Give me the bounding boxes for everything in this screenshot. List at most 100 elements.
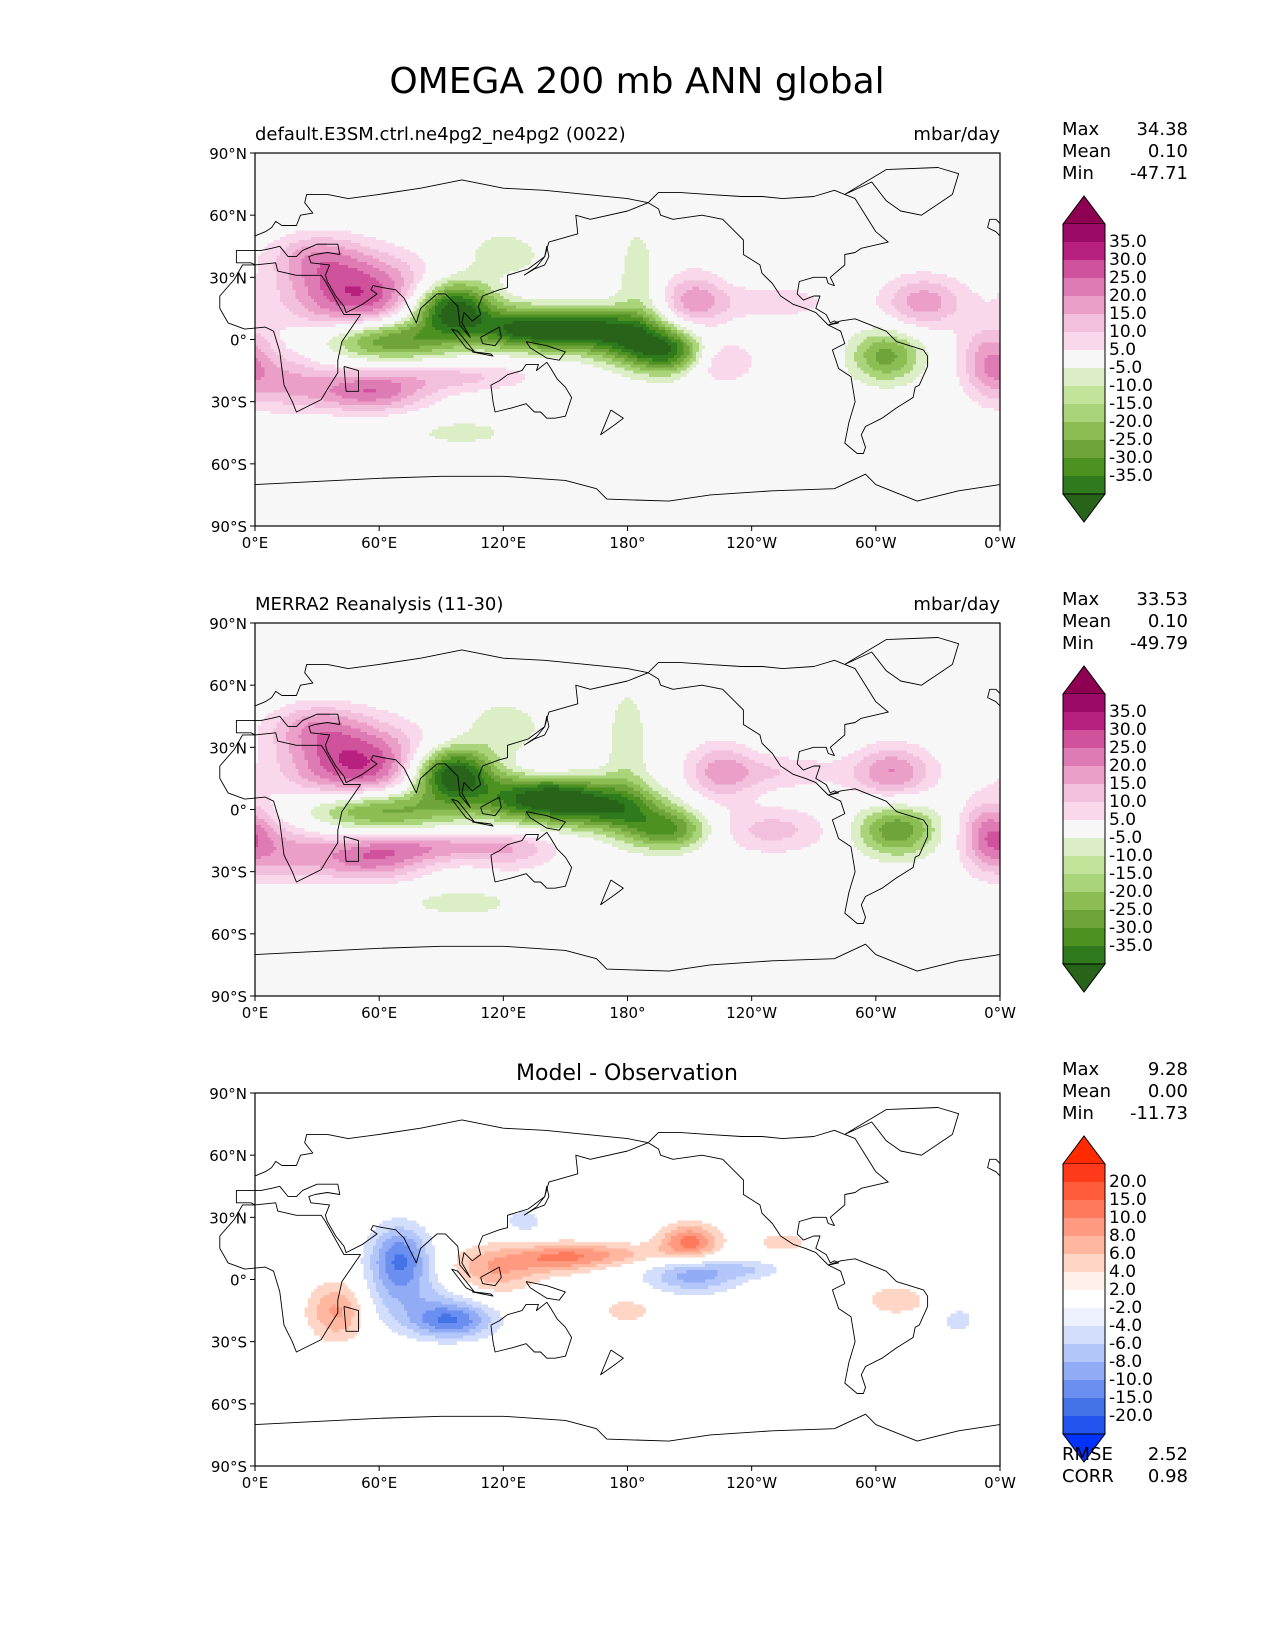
colorbar-label: -25.0 — [1109, 900, 1153, 920]
colorbar-box — [1063, 1344, 1105, 1362]
stat-value: 9.28 — [1148, 1059, 1188, 1080]
coastline — [987, 1158, 1001, 1177]
stat-value: 33.53 — [1136, 589, 1188, 610]
stat-label: Max — [1062, 119, 1100, 140]
colorbar-label: 10.0 — [1109, 792, 1147, 812]
lat-tick-label: 90°N — [209, 615, 247, 633]
lon-tick-label: 0°W — [984, 1474, 1016, 1492]
colorbar-label: 2.0 — [1109, 1280, 1136, 1300]
stat-value: 0.98 — [1148, 1466, 1188, 1487]
colorbar-extend-max — [1062, 665, 1106, 695]
lat-tick-label: 60°S — [211, 456, 247, 474]
coastline — [480, 326, 502, 347]
lat-tick-label: 30°N — [209, 1209, 247, 1227]
stat-label: Min — [1062, 1103, 1094, 1124]
lon-tick-label: 180° — [609, 1474, 645, 1492]
colorbar-label: -35.0 — [1109, 466, 1153, 486]
lon-tick-label: 60°W — [855, 1474, 897, 1492]
lat-tick-label: 60°N — [209, 677, 247, 695]
stat-label: Mean — [1062, 1081, 1111, 1102]
lat-tick-label: 30°S — [211, 394, 247, 412]
colorbar-box — [1063, 784, 1105, 802]
panel-center-title: Model - Observation — [516, 1061, 738, 1086]
lat-tick-label: 90°S — [211, 988, 247, 1006]
colorbar-label: 25.0 — [1109, 738, 1147, 758]
colorbar-label: -6.0 — [1109, 1334, 1142, 1354]
map-panel: 90°N 60°N 30°N 0° 30°S 60°S 90°S0°E 60°E 120°E 18… — [209, 145, 1016, 552]
stat-value: 34.38 — [1136, 119, 1188, 140]
colorbar-box — [1063, 1326, 1105, 1344]
stat-label: Min — [1062, 163, 1094, 184]
lat-tick-label: 90°S — [211, 518, 247, 536]
lat-tick-label: 30°S — [211, 1334, 247, 1352]
lon-tick-label: 0°W — [984, 534, 1016, 552]
colorbar-box — [1063, 892, 1105, 910]
panel-ref: MERRA2 Reanalysis (11-30) mbar/day 90°N 6… — [209, 589, 1188, 1022]
colorbar-label: 4.0 — [1109, 1262, 1136, 1282]
coastline — [343, 835, 359, 862]
colorbar-box — [1063, 1236, 1105, 1254]
coastline — [480, 1266, 502, 1287]
stat-label: RMSE — [1062, 1444, 1113, 1465]
lat-tick-label: 30°N — [209, 269, 247, 287]
lon-tick-label: 180° — [609, 534, 645, 552]
coastline — [472, 821, 494, 827]
colorbar-extend-max — [1062, 195, 1106, 225]
coastline — [472, 1291, 494, 1297]
colorbar-label: -2.0 — [1109, 1298, 1142, 1318]
colorbar-label: -5.0 — [1109, 828, 1142, 848]
coastline — [647, 1129, 929, 1394]
colorbar-label: -15.0 — [1109, 864, 1153, 884]
colorbar-label: 8.0 — [1109, 1226, 1136, 1246]
colorbar-label: 35.0 — [1109, 702, 1147, 722]
colorbar-box — [1063, 350, 1105, 368]
lon-tick-label: 0°E — [242, 1004, 269, 1022]
stat-value: -49.79 — [1130, 633, 1188, 654]
colorbar-label: 20.0 — [1109, 286, 1147, 306]
panel-diff: Model - Observation 90°N 60°N 30°N 0° 30°S 60… — [209, 1059, 1188, 1492]
lat-tick-label: 60°N — [209, 207, 247, 225]
colorbar-box — [1063, 1200, 1105, 1218]
lon-tick-label: 180° — [609, 1004, 645, 1022]
colorbar-box — [1063, 694, 1105, 712]
colorbar-label: 10.0 — [1109, 1208, 1147, 1228]
coastline — [600, 1349, 624, 1376]
colorbar-box — [1063, 368, 1105, 386]
colorbar-box — [1063, 1182, 1105, 1200]
colorbar-box — [1063, 1308, 1105, 1326]
stat-value: 0.10 — [1148, 141, 1188, 162]
coastline — [523, 245, 550, 276]
stats-box: Max 33.53 Mean 0.10 Min -49.79 — [1062, 589, 1188, 654]
lat-tick-label: 60°S — [211, 926, 247, 944]
coastline — [343, 1305, 359, 1332]
colorbar-box — [1063, 802, 1105, 820]
contour-field — [255, 1093, 1000, 1466]
coastline — [219, 262, 361, 413]
colorbar-label: 15.0 — [1109, 304, 1147, 324]
colorbar: 20.015.010.08.06.04.02.0-2.0-4.0-6.0-8.0… — [1062, 1135, 1153, 1463]
lon-tick-label: 120°W — [726, 534, 777, 552]
coastline — [844, 1107, 960, 1156]
lon-tick-label: 120°E — [481, 534, 527, 552]
coastline — [600, 879, 624, 906]
coastline — [480, 796, 502, 817]
lat-tick-label: 0° — [230, 802, 247, 820]
colorbar-outline — [1062, 694, 1106, 964]
colorbar-label: 30.0 — [1109, 720, 1147, 740]
colorbar-box — [1063, 748, 1105, 766]
colorbar-label: 6.0 — [1109, 1244, 1136, 1264]
colorbar-extend-min — [1062, 1433, 1106, 1463]
colorbar-box — [1063, 712, 1105, 730]
colorbar-box — [1063, 1254, 1105, 1272]
contour-field — [255, 153, 1000, 526]
colorbar-box — [1063, 224, 1105, 242]
panel-left-title: default.E3SM.ctrl.ne4pg2_ne4pg2 (0022) — [255, 124, 626, 145]
lat-tick-label: 30°S — [211, 864, 247, 882]
stat-label: Min — [1062, 633, 1094, 654]
stat-value: -11.73 — [1130, 1103, 1188, 1124]
colorbar-box — [1063, 440, 1105, 458]
stats-box: Max 34.38 Mean 0.10 Min -47.71 — [1062, 119, 1188, 184]
coastline — [844, 637, 960, 686]
colorbar-box — [1063, 820, 1105, 838]
